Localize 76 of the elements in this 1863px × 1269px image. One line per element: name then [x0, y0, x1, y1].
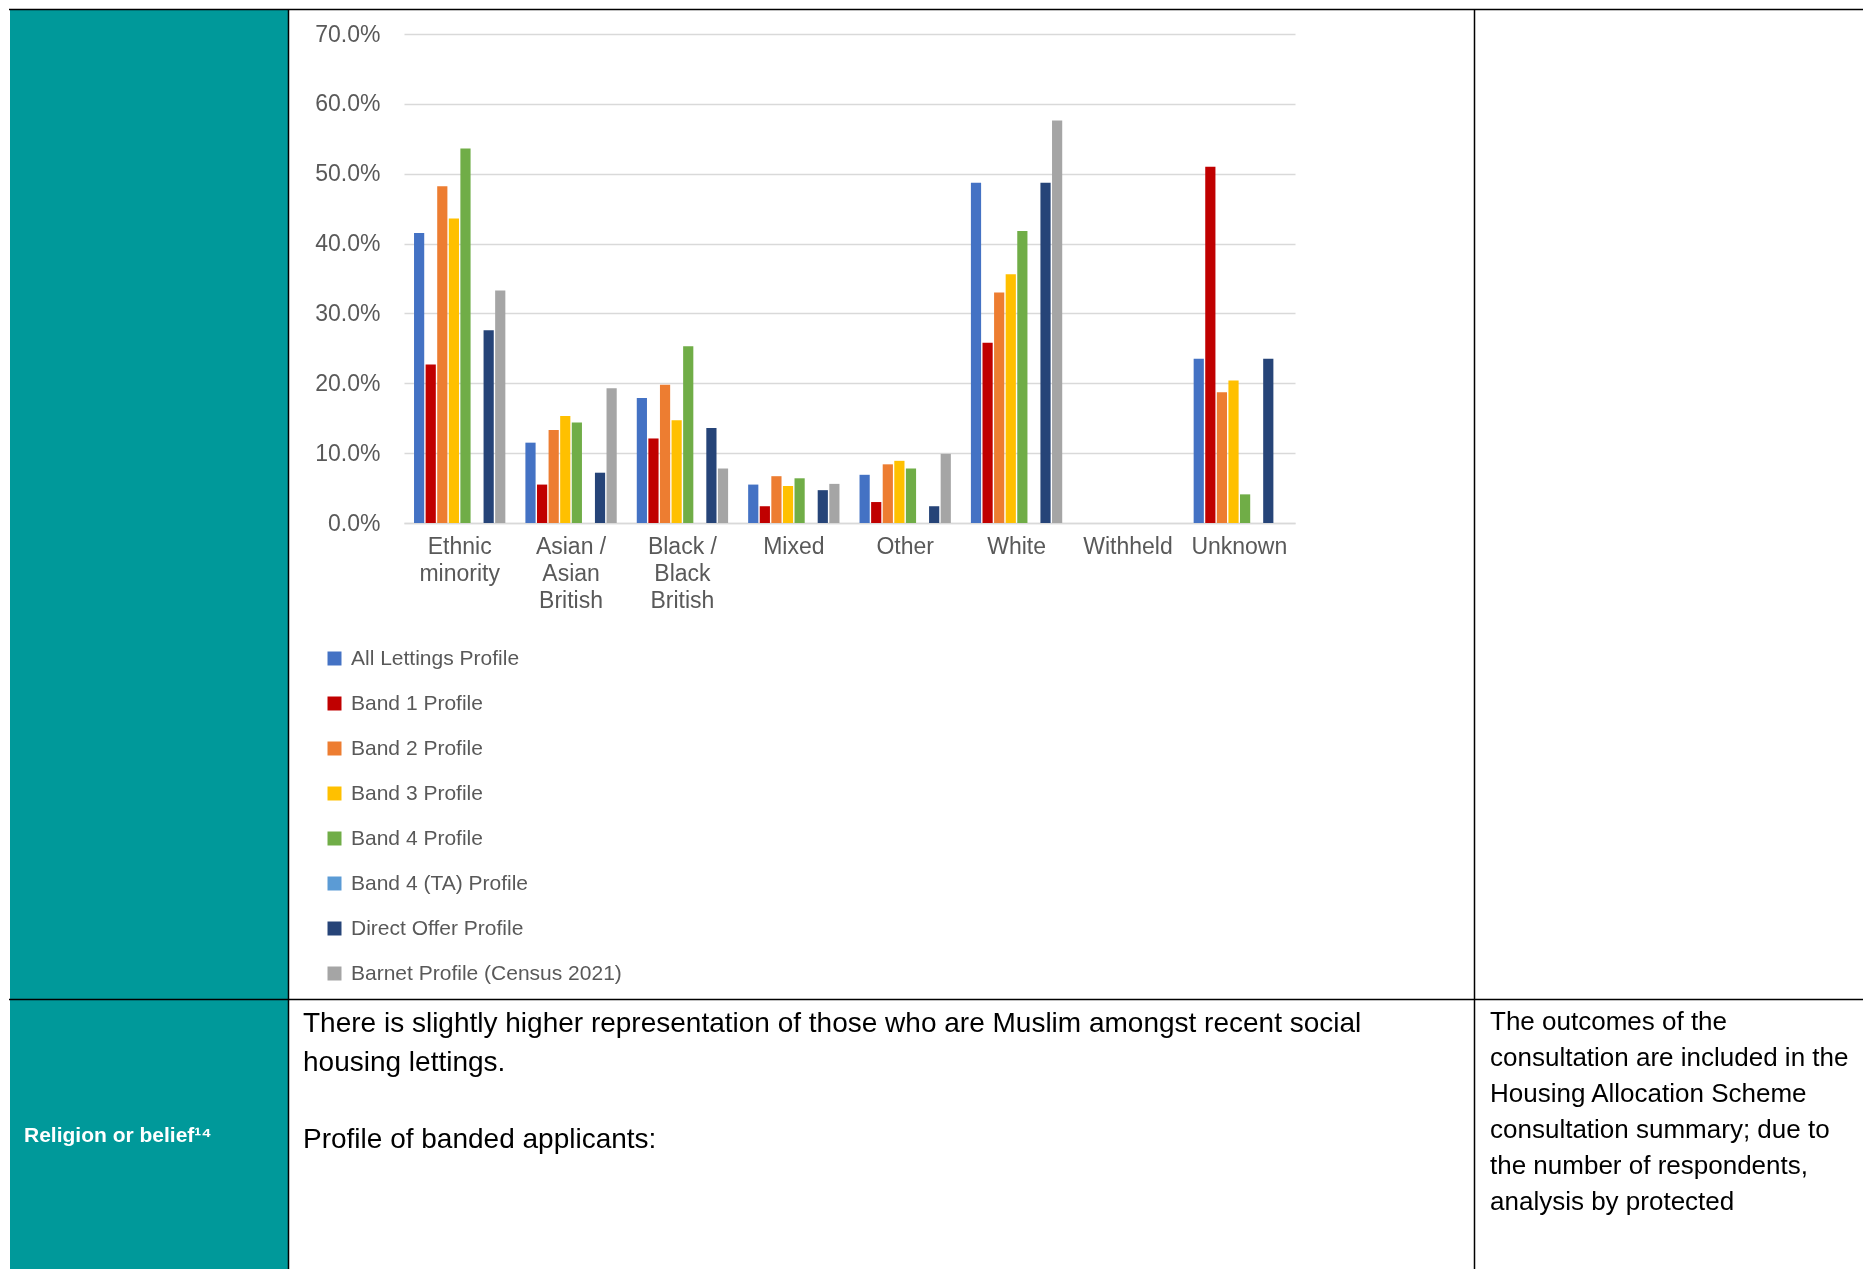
bar [894, 460, 905, 523]
y-tick-label: 10.0% [315, 439, 381, 466]
x-tick-label: Unknown [1191, 532, 1288, 559]
y-tick-label: 70.0% [315, 20, 381, 47]
bar [683, 346, 694, 523]
bar [871, 502, 882, 523]
x-tick-label: White [987, 532, 1046, 559]
bar [982, 342, 993, 523]
bar [859, 474, 870, 523]
y-tick-label: 20.0% [315, 369, 381, 396]
bar [1017, 231, 1028, 523]
legend-label: Band 3 Profile [351, 780, 483, 804]
bar [594, 472, 606, 523]
bar [636, 397, 647, 523]
bar [771, 476, 782, 523]
bar [717, 468, 729, 523]
bar [1228, 380, 1239, 523]
bar [437, 186, 448, 523]
x-tick-label: Black / Black British [647, 532, 718, 613]
bar [1005, 274, 1016, 523]
bar [606, 388, 617, 523]
x-tick-label: Withheld [1083, 532, 1173, 559]
legend-label: All Lettings Profile [351, 645, 520, 669]
y-tick-label: 50.0% [315, 160, 381, 187]
bar [706, 427, 717, 523]
bar [940, 453, 951, 523]
bar [759, 506, 770, 523]
legend-label: Band 4 Profile [351, 825, 483, 849]
bar [794, 478, 805, 523]
bar [483, 330, 494, 523]
bar [425, 364, 436, 523]
text: Profile of banded applicants: [303, 1123, 657, 1154]
bar [495, 290, 506, 523]
bar [414, 233, 425, 523]
bar [659, 384, 671, 523]
y-tick-label: 30.0% [315, 299, 381, 326]
bar [460, 148, 471, 523]
bar [929, 506, 940, 523]
legend-label: Band 4 (TA) Profile [351, 870, 529, 894]
bar [560, 416, 571, 523]
bar [829, 483, 840, 523]
bar [1240, 494, 1251, 523]
legend-label: Band 1 Profile [351, 690, 483, 714]
text: The outcomes of the consultation are included in the Housing Allocation Scheme consultation summary; due to the number of respondents, analysis by protected [1490, 1006, 1849, 1216]
bar [748, 484, 759, 523]
bar [782, 485, 794, 523]
y-tick-label: 0.0% [328, 509, 381, 536]
x-tick-label: Other [876, 532, 935, 559]
text: Religion or belief¹⁴ [24, 1121, 212, 1148]
bar [648, 438, 659, 523]
bar [671, 420, 682, 523]
bar [1216, 392, 1228, 523]
bar [1193, 358, 1204, 523]
bar [448, 218, 459, 523]
bar [525, 442, 536, 523]
bar [882, 464, 893, 523]
text: There is slightly higher representation of those who are Muslim amongst recent social housing lettings. [303, 1007, 1362, 1077]
x-tick-label: Asian / Asian British [535, 532, 607, 613]
y-tick-label: 60.0% [315, 90, 381, 117]
legend-label: Direct Offer Profile [351, 915, 524, 939]
y-tick-label: 40.0% [315, 230, 381, 257]
bar [1205, 166, 1216, 523]
bar [970, 182, 982, 523]
bar [536, 484, 548, 523]
bar [905, 468, 917, 523]
bar [1040, 182, 1051, 523]
bar [994, 292, 1005, 523]
x-tick-label: Ethnic minority [419, 532, 501, 586]
legend-label: Band 2 Profile [351, 735, 483, 759]
bar [1052, 120, 1063, 523]
bar [817, 490, 828, 523]
x-tick-label: Mixed [763, 532, 825, 559]
bar [1263, 358, 1274, 523]
bar [571, 422, 582, 523]
bar [548, 430, 559, 523]
legend-label: Barnet Profile (Census 2021) [351, 960, 622, 984]
